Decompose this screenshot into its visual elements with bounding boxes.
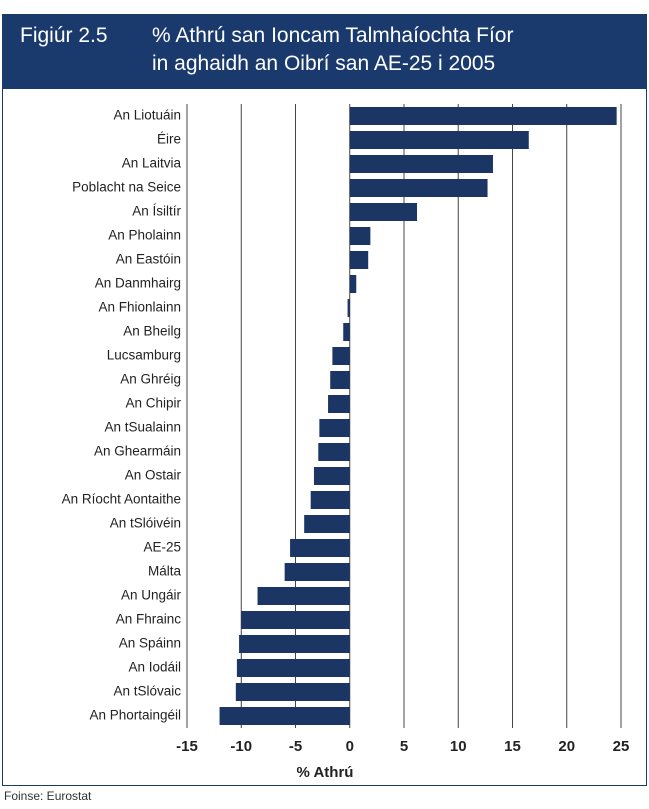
title-line: % Athrú san Ioncam Talmhaíochta Fíor xyxy=(152,24,514,47)
bar xyxy=(257,587,350,605)
x-tick-label: 20 xyxy=(558,738,575,755)
bar xyxy=(235,683,350,701)
y-tick-label: An tSlóivéin xyxy=(110,516,181,531)
y-tick-label: An Liotuáin xyxy=(113,108,181,123)
bar xyxy=(349,155,493,173)
bar xyxy=(241,611,350,629)
title-line: in aghaidh an Oibrí san AE-25 i 2005 xyxy=(152,52,496,75)
y-tick-label: An tSlóvaic xyxy=(113,684,181,699)
bar xyxy=(349,179,488,197)
y-tick-label: An Ungáir xyxy=(121,588,182,603)
bar xyxy=(349,203,418,221)
y-tick-label: An Eastóin xyxy=(116,252,181,267)
x-tick-label: 0 xyxy=(346,738,354,755)
bar xyxy=(313,467,350,485)
y-tick-label: AE-25 xyxy=(143,540,181,555)
header: Figiúr 2.5 % Athrú san Ioncam Talmhaíoch… xyxy=(2,14,647,89)
x-tick-label: 25 xyxy=(613,738,630,755)
bar xyxy=(236,659,350,677)
chart-frame xyxy=(2,88,647,786)
y-tick-label: An Ghréig xyxy=(120,372,181,387)
source: Foinse: Eurostat xyxy=(4,789,92,803)
bar xyxy=(330,371,350,389)
bar xyxy=(304,515,350,533)
x-tick-label: 5 xyxy=(400,738,408,755)
bar xyxy=(318,443,350,461)
bar xyxy=(349,227,371,245)
x-tick-label: -10 xyxy=(230,738,252,755)
y-tick-label: An Ostair xyxy=(125,468,182,483)
y-tick-label: An Fhionlainn xyxy=(98,300,181,315)
y-tick-label: An Phortaingéil xyxy=(89,708,181,723)
bar xyxy=(349,275,357,293)
bar xyxy=(332,347,350,365)
y-tick-label: An Chipir xyxy=(125,396,181,411)
bar xyxy=(284,563,350,581)
bar xyxy=(328,395,350,413)
x-tick-label: -5 xyxy=(289,738,302,755)
x-tick-label: 15 xyxy=(504,738,521,755)
y-tick-label: An Fhrainc xyxy=(116,612,182,627)
bar xyxy=(319,419,350,437)
bar xyxy=(239,635,350,653)
y-tick-label: Málta xyxy=(148,564,182,579)
bar xyxy=(343,323,350,341)
bar xyxy=(349,131,529,149)
bar xyxy=(349,107,617,125)
bar xyxy=(347,299,350,317)
y-tick-label: An Pholainn xyxy=(108,228,181,243)
y-tick-label: An Ísiltír xyxy=(132,204,181,219)
y-tick-label: An Bheilg xyxy=(123,324,181,339)
bar xyxy=(310,491,350,509)
y-tick-label: An Ghearmáin xyxy=(94,444,181,459)
y-tick-label: Lucsamburg xyxy=(107,348,181,363)
x-axis-label: % Athrú xyxy=(297,764,354,781)
y-tick-label: An Ríocht Aontaithe xyxy=(62,492,181,507)
figure-label: Figiúr 2.5 xyxy=(20,24,108,47)
y-tick-label: An Danmhairg xyxy=(95,276,181,291)
x-tick-label: -15 xyxy=(176,738,198,755)
bar xyxy=(219,707,350,725)
y-tick-label: An tSualainn xyxy=(104,420,181,435)
y-tick-label: An Iodáil xyxy=(128,660,181,675)
y-tick-label: An Laitvia xyxy=(122,156,182,171)
y-tick-label: Éire xyxy=(157,132,181,147)
bar xyxy=(349,251,369,269)
y-tick-label: Poblacht na Seice xyxy=(72,180,181,195)
y-tick-label: An Spáinn xyxy=(119,636,181,651)
bar xyxy=(290,539,350,557)
x-tick-label: 10 xyxy=(450,738,467,755)
